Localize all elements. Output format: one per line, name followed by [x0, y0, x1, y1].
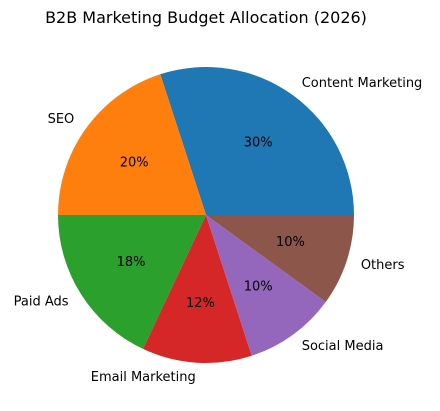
chart-title: B2B Marketing Budget Allocation (2026)	[45, 8, 367, 27]
pie-percent-label: 12%	[186, 296, 215, 311]
pie-category-label: SEO	[48, 112, 75, 127]
pie-slice-content-marketing	[160, 66, 354, 215]
pie-slice-paid-ads	[58, 215, 206, 349]
pie-category-label: Social Media	[302, 339, 384, 354]
pie-percent-label: 10%	[276, 235, 305, 250]
pie-category-label: Email Marketing	[91, 370, 196, 385]
pie-slice-others	[206, 215, 354, 302]
pie-category-label: Others	[361, 258, 405, 273]
pie-percent-label: 10%	[244, 279, 273, 294]
pie-slice-seo	[58, 74, 206, 215]
pie-labels: 30% Content Marketing 20% SEO 18% Paid Ads 12%…	[14, 76, 423, 385]
pie-percent-label: 20%	[120, 155, 149, 170]
pie-category-label: Paid Ads	[14, 295, 69, 310]
pie-percent-label: 18%	[117, 255, 146, 270]
pie-percent-label: 30%	[244, 136, 273, 151]
pie-slice-social-media	[206, 215, 326, 356]
pie-slices	[58, 66, 354, 364]
pie-slice-email-marketing	[142, 215, 252, 364]
pie-category-label: Content Marketing	[302, 76, 423, 91]
